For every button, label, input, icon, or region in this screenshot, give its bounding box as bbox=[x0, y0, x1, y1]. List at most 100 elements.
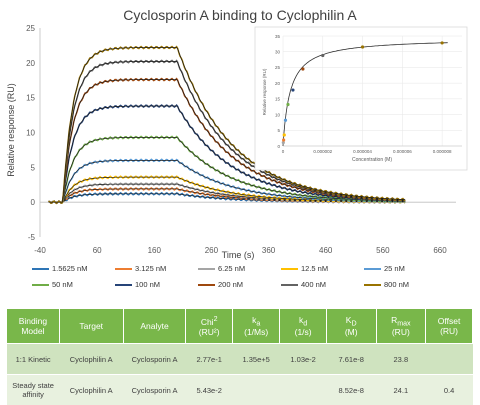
inset-data-point bbox=[282, 138, 285, 141]
legend-item: 50 nM bbox=[32, 280, 73, 289]
table-header-cell: KD(M) bbox=[326, 309, 376, 344]
inset-x-tick-label: 0.000006 bbox=[393, 149, 412, 154]
legend-item: 100 nM bbox=[115, 280, 160, 289]
table-cell: 2.77e-1 bbox=[186, 344, 233, 375]
table-cell: 7.61e-8 bbox=[326, 344, 376, 375]
legend-label: 25 nM bbox=[384, 264, 405, 273]
table-header-cell: Chi2(RU²) bbox=[186, 309, 233, 344]
x-tick-label: 660 bbox=[433, 246, 447, 255]
legend-label: 50 nM bbox=[52, 280, 73, 289]
legend-item: 800 nM bbox=[364, 280, 409, 289]
table-header-cell: Analyte bbox=[123, 309, 186, 344]
legend-swatch bbox=[198, 284, 215, 286]
inset-y-tick-label: 15 bbox=[275, 97, 281, 102]
legend-swatch bbox=[281, 284, 298, 286]
legend-swatch bbox=[32, 268, 49, 270]
inset-x-tick-label: 0.000002 bbox=[313, 149, 332, 154]
inset-data-point bbox=[321, 54, 324, 57]
x-tick-label: 60 bbox=[93, 246, 102, 255]
inset-data-point bbox=[301, 67, 304, 70]
table-cell: Cyclophilin A bbox=[59, 375, 123, 405]
legend-swatch bbox=[364, 284, 381, 286]
inset-data-point bbox=[283, 133, 286, 136]
legend-label: 800 nM bbox=[384, 280, 409, 289]
inset-y-tick-label: 35 bbox=[275, 34, 281, 39]
legend-item: 1.5625 nM bbox=[32, 264, 87, 273]
inset-x-tick-label: 0.000008 bbox=[433, 149, 452, 154]
table-cell bbox=[280, 375, 326, 405]
table-cell: 0.4 bbox=[426, 375, 473, 405]
table-cell: Cyclophilin A bbox=[59, 344, 123, 375]
table-cell: 1.03e-2 bbox=[280, 344, 326, 375]
legend-item: 3.125 nM bbox=[115, 264, 166, 273]
legend-swatch bbox=[115, 268, 132, 270]
table-cell: Cyclosporin A bbox=[123, 375, 186, 405]
legend-item: 6.25 nM bbox=[198, 264, 245, 273]
table-header-cell: Offset(RU) bbox=[426, 309, 473, 344]
inset-y-tick-label: 30 bbox=[275, 50, 281, 55]
x-tick-label: 360 bbox=[262, 246, 276, 255]
y-tick-label: 0 bbox=[31, 198, 36, 207]
legend-swatch bbox=[32, 284, 49, 286]
table-cell: Cyclosporin A bbox=[123, 344, 186, 375]
y-tick-label: 25 bbox=[26, 24, 35, 33]
table-cell: 24.1 bbox=[376, 375, 426, 405]
x-axis-label: Time (s) bbox=[222, 250, 255, 260]
sensorgram-chart: -40 60 160 260 360 460 560 660 -5 0 5 10 15 20 25 Time… bbox=[0, 0, 480, 300]
y-tick-label: 15 bbox=[26, 94, 35, 103]
legend-item: 200 nM bbox=[198, 280, 243, 289]
y-tick-label: 10 bbox=[26, 129, 35, 138]
legend-label: 400 nM bbox=[301, 280, 326, 289]
table-cell bbox=[426, 344, 473, 375]
legend-swatch bbox=[281, 268, 298, 270]
inset-data-point bbox=[361, 45, 364, 48]
legend-label: 100 nM bbox=[135, 280, 160, 289]
table-cell: 1:1 Kinetic bbox=[7, 344, 59, 375]
legend-swatch bbox=[364, 268, 381, 270]
inset-data-point bbox=[441, 41, 444, 44]
table-cell: 8.52e-8 bbox=[326, 375, 376, 405]
table-header-cell: kd(1/s) bbox=[280, 309, 326, 344]
inset-data-point bbox=[284, 119, 287, 122]
y-tick-label: 20 bbox=[26, 59, 35, 68]
table-cell: 1.35e+5 bbox=[232, 344, 280, 375]
x-tick-label: 460 bbox=[319, 246, 333, 255]
legend-item: 25 nM bbox=[364, 264, 405, 273]
table-cell: 23.8 bbox=[376, 344, 426, 375]
table-cell: 5.43e-2 bbox=[186, 375, 233, 405]
inset-y-tick-label: 10 bbox=[275, 112, 281, 117]
inset-y-tick-label: 25 bbox=[275, 65, 281, 70]
y-axis-label: Relative response (RU) bbox=[6, 83, 16, 177]
x-tick-label: 260 bbox=[205, 246, 219, 255]
table-header-cell: Target bbox=[59, 309, 123, 344]
inset-y-tick-label: 20 bbox=[275, 81, 281, 86]
x-tick-label: 160 bbox=[148, 246, 162, 255]
inset-x-tick-label: 0.000004 bbox=[353, 149, 372, 154]
table-cell bbox=[232, 375, 280, 405]
x-tick-label: 560 bbox=[376, 246, 390, 255]
table-cell: Steady state affinity bbox=[7, 375, 59, 405]
table-header-cell: Binding Model bbox=[7, 309, 59, 344]
legend-label: 6.25 nM bbox=[218, 264, 245, 273]
legend-label: 1.5625 nM bbox=[52, 264, 87, 273]
legend-swatch bbox=[115, 284, 132, 286]
x-tick-label: -40 bbox=[34, 246, 46, 255]
inset-data-point bbox=[291, 88, 294, 91]
legend-label: 3.125 nM bbox=[135, 264, 166, 273]
legend-label: 200 nM bbox=[218, 280, 243, 289]
inset-x-axis-label: Concentration (M) bbox=[352, 157, 392, 163]
legend-item: 12.5 nM bbox=[281, 264, 328, 273]
inset-data-point bbox=[286, 103, 289, 106]
legend-label: 12.5 nM bbox=[301, 264, 328, 273]
legend-swatch bbox=[198, 268, 215, 270]
y-tick-label: 5 bbox=[31, 163, 36, 172]
table-header-cell: ka(1/Ms) bbox=[232, 309, 280, 344]
legend-item: 400 nM bbox=[281, 280, 326, 289]
inset-y-axis-label: Relative response (RU) bbox=[262, 68, 267, 115]
y-tick-label: -5 bbox=[28, 233, 36, 242]
table-header-cell: Rmax(RU) bbox=[376, 309, 426, 344]
